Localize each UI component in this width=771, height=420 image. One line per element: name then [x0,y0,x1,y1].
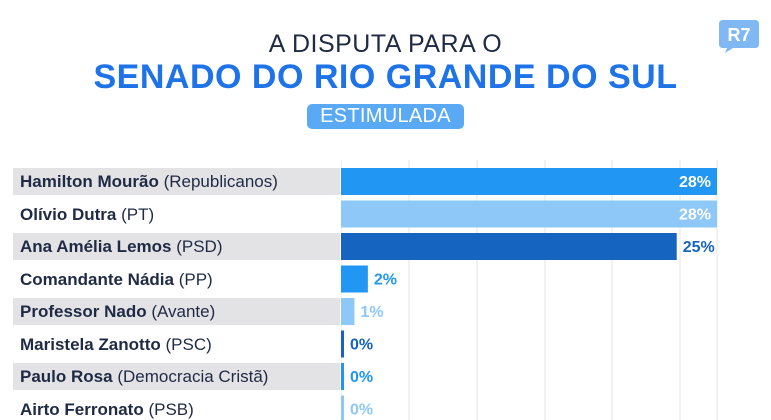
r7-logo: R7 [719,20,759,53]
candidate-party: (PSC) [165,334,212,354]
candidate-party: (PT) [121,204,155,224]
bar [341,395,344,420]
logo-text: R7 [727,25,750,45]
candidate-label-row: Olívio Dutra (PT) [13,201,340,228]
bars-svg: 28% 28% 25% 2% 1% 0% 0% 0% [341,160,718,420]
candidate-label-row: Hamilton Mourão (Republicanos) [13,168,340,195]
bar-value-label: 1% [360,304,383,321]
bar-value-label: 2% [374,272,397,289]
survey-type-badge: ESTIMULADA [307,104,464,129]
candidate-name: Comandante Nádia [20,269,174,289]
candidate-party: (PP) [178,269,213,289]
header-top-text: A DISPUTA PARA O [268,30,503,58]
candidate-name: Olívio Dutra [20,204,117,224]
candidate-party: (PSD) [176,237,223,256]
bar [341,265,368,293]
chart-title: SENADO DO RIO GRANDE DO SUL [93,58,678,96]
bar-value-label: 0% [350,369,373,386]
candidate-label-row: Maristela Zanotto (PSC) [13,331,340,358]
bar-value-label: 0% [350,402,373,419]
candidate-name: Ana Amélia Lemos [20,237,172,256]
candidate-name: Paulo Rosa [20,367,113,386]
candidate-label-row: Ana Amélia Lemos (PSD) [13,233,340,260]
candidate-label-row: Airto Ferronato (PSB) [13,396,340,420]
plot-area: 28% 28% 25% 2% 1% 0% 0% 0% [341,160,771,420]
candidate-party: (Republicanos) [163,172,278,191]
bar-value-label: 28% [679,207,711,224]
bar-value-label: 0% [350,337,373,354]
bar [341,363,344,390]
candidate-label-row: Paulo Rosa (Democracia Cristã) [13,363,340,390]
candidate-party: (PSB) [148,399,194,419]
bar [341,330,344,358]
bar-chart: Hamilton Mourão (Republicanos) Olívio Dut… [0,160,771,420]
bar-value-label: 28% [679,174,711,191]
candidate-label-row: Comandante Nádia (PP) [13,266,340,293]
candidate-party: (Avante) [151,302,216,321]
bar [341,298,355,325]
candidate-label-row: Professor Nado (Avante) [13,298,340,325]
candidate-name: Maristela Zanotto [20,334,161,354]
bar [341,168,717,195]
candidate-party: (Democracia Cristã) [117,367,269,386]
candidate-name: Airto Ferronato [20,399,144,419]
bar-value-label: 25% [683,239,715,256]
candidate-name: Professor Nado [20,302,147,321]
bar [341,233,677,260]
candidate-name: Hamilton Mourão [20,172,159,191]
bar [341,200,717,228]
chart-header: A DISPUTA PARA O SENADO DO RIO GRANDE DO… [0,0,771,140]
